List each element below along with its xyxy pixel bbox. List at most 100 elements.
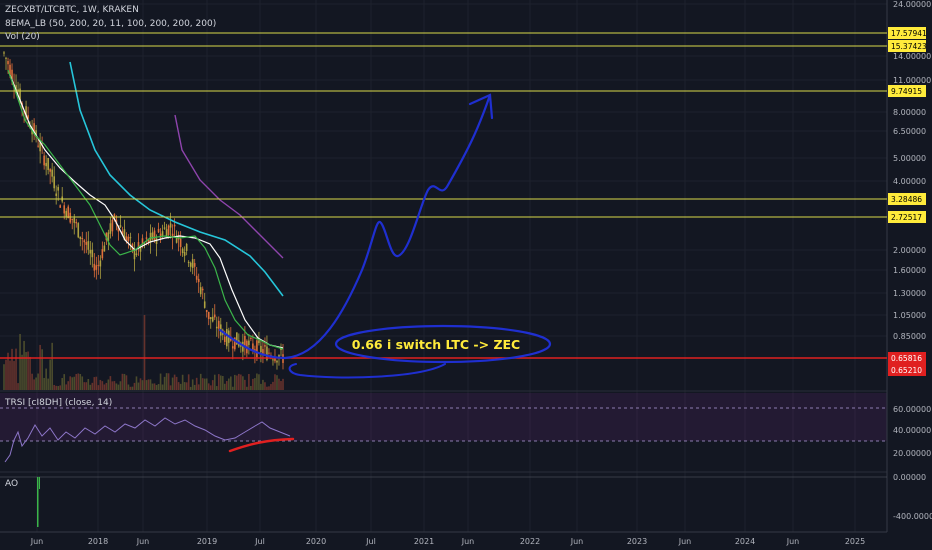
volume-bar xyxy=(129,386,132,390)
candle-body xyxy=(205,309,208,313)
volume-bar xyxy=(111,381,114,390)
price-level-tag-label: 0.65816 xyxy=(891,354,922,363)
volume-bar xyxy=(21,354,23,390)
volume-bar xyxy=(43,377,45,390)
ema-purple-line xyxy=(174,114,284,259)
candle-body xyxy=(85,242,88,245)
volume-bar xyxy=(141,380,144,390)
volume-bar xyxy=(63,374,66,390)
volume-bar xyxy=(151,383,154,390)
volume-bar xyxy=(75,373,78,390)
candle-body xyxy=(57,187,59,191)
volume-bars xyxy=(3,315,284,390)
volume-bar xyxy=(153,383,156,390)
candle-body xyxy=(217,320,220,329)
volume-bar xyxy=(61,378,64,390)
price-tick-label: 24.00000 xyxy=(893,0,931,9)
volume-bar xyxy=(55,385,57,390)
price-level-tag-label: 9.74915 xyxy=(891,87,922,96)
candle-body xyxy=(15,85,17,91)
volume-bar xyxy=(45,368,47,390)
candle-body xyxy=(183,252,186,256)
candle-body xyxy=(215,326,218,329)
candle-body xyxy=(71,218,74,220)
candle-body xyxy=(147,239,150,244)
candle-body xyxy=(37,145,39,147)
volume-bar xyxy=(254,378,256,390)
volume-indicator-label: Vol (20) xyxy=(5,32,40,42)
volume-bar xyxy=(175,376,178,390)
volume-bar xyxy=(51,342,53,390)
candle-body xyxy=(173,224,176,227)
candle-body xyxy=(45,162,47,167)
candle-body xyxy=(7,61,9,65)
volume-bar xyxy=(203,378,206,390)
volume-bar xyxy=(37,373,39,390)
swoosh-line xyxy=(288,363,446,379)
time-tick-label: Jun xyxy=(678,537,692,546)
volume-bar xyxy=(53,384,55,390)
ao-indicator-label: AO xyxy=(5,479,19,489)
grid xyxy=(0,0,887,532)
candle-body xyxy=(151,232,154,240)
volume-bar xyxy=(89,384,92,390)
time-axis: Jun 2018 Jun 2019 Jul 2020 Jul 2021 Jun 2022 Jun 20… xyxy=(30,537,865,546)
time-tick-label: Jun xyxy=(30,537,44,546)
candle-body xyxy=(129,237,132,239)
volume-bar xyxy=(276,375,278,390)
volume-bar xyxy=(211,380,214,390)
price-tick-label: 6.50000 xyxy=(893,127,926,136)
candle-body xyxy=(95,265,98,270)
candle-body xyxy=(187,261,190,264)
price-tick-label: 0.85000 xyxy=(893,332,926,341)
volume-bar xyxy=(191,379,194,390)
price-level-tag xyxy=(888,211,926,223)
candle-body xyxy=(133,248,136,260)
volume-bar xyxy=(238,373,240,390)
volume-bar xyxy=(29,356,31,390)
arrowhead xyxy=(468,93,494,120)
candle-body xyxy=(199,287,202,295)
volume-bar xyxy=(67,381,70,390)
annotation-ellipse xyxy=(334,324,552,364)
volume-bar xyxy=(117,384,120,390)
volume-bar xyxy=(221,375,224,390)
candle-body xyxy=(139,246,142,252)
candle-body xyxy=(43,155,45,166)
volume-bar xyxy=(187,374,190,390)
volume-bar xyxy=(161,384,164,390)
volume-bar xyxy=(125,375,128,390)
volume-bar xyxy=(246,386,248,390)
price-level-tag xyxy=(888,40,926,52)
volume-bar xyxy=(81,376,84,390)
volume-bar xyxy=(127,384,130,390)
volume-bar xyxy=(280,381,282,390)
volume-bar xyxy=(272,381,274,390)
volume-bar xyxy=(107,379,110,390)
candle-body xyxy=(77,223,80,238)
time-tick-label: Jun xyxy=(786,537,800,546)
volume-bar xyxy=(135,376,138,390)
volume-bar xyxy=(268,386,270,390)
candle-body xyxy=(99,260,102,267)
candle-body xyxy=(193,263,196,267)
ao-tick-label: 0.00000 xyxy=(893,473,926,482)
volume-bar xyxy=(123,373,126,390)
volume-bar xyxy=(207,383,210,390)
volume-bar xyxy=(13,361,15,390)
volume-bar xyxy=(59,385,62,390)
time-tick-label: Jul xyxy=(254,537,265,546)
volume-bar xyxy=(103,384,106,390)
candle-body xyxy=(63,205,66,214)
volume-bar xyxy=(183,382,186,390)
candle-body xyxy=(211,316,214,322)
candle-body xyxy=(250,337,252,340)
volume-bar xyxy=(97,385,100,390)
candle-body xyxy=(125,236,128,241)
volume-bar xyxy=(99,379,102,390)
volume-bar xyxy=(35,377,37,390)
rsi-line xyxy=(4,417,291,463)
candle-body xyxy=(256,340,258,358)
candle-body xyxy=(236,332,238,345)
